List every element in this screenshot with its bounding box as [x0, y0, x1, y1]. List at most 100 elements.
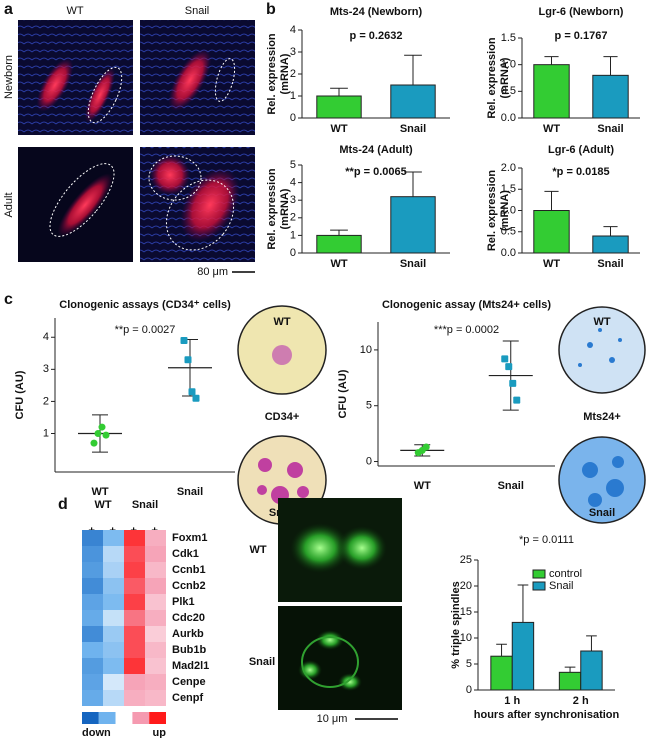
y-tick-label: 3: [290, 194, 296, 206]
heatmap-cell: [124, 642, 145, 658]
x-tick-label: Snail: [400, 258, 426, 270]
plate-label: Snail: [589, 507, 615, 519]
x-tick-label: 1 h: [504, 695, 520, 707]
heatmap-cell: [82, 594, 103, 610]
heatmap-cell: [145, 610, 166, 626]
error-bar: [496, 643, 507, 657]
bar: [592, 235, 629, 254]
error-bar: [517, 584, 529, 623]
data-point: [98, 423, 106, 431]
y-tick-label: 0: [290, 112, 296, 124]
y-axis-label: Rel. expression: [266, 168, 278, 250]
plate-label: Mts24+: [583, 411, 621, 423]
bar: [533, 210, 570, 254]
annotation: *p = 0.0185: [552, 166, 609, 178]
y-tick-label: 0.5: [501, 85, 516, 97]
chart-title: Lgr-6 (Newborn): [539, 6, 624, 18]
heatmap-cell: [82, 546, 103, 562]
heatmap-cell: [82, 658, 103, 674]
y-tick-label: 1: [43, 427, 49, 439]
scale-bar-label: 10 μm: [317, 713, 348, 725]
heatmap-cell: [145, 658, 166, 674]
heatmap-cell: [145, 562, 166, 578]
scale-bar-label: 80 μm: [197, 266, 228, 278]
x-tick-label: Snail: [177, 486, 203, 498]
y-tick-label: 3: [43, 363, 49, 375]
bar: [592, 74, 629, 119]
data-point: [180, 336, 188, 344]
heatmap-cell: [145, 546, 166, 562]
chart-title: Lgr-6 (Adult): [548, 144, 614, 156]
x-tick-label: Snail: [597, 258, 623, 270]
data-point: [102, 431, 110, 439]
micrographs-a: [18, 20, 255, 273]
bar: [390, 84, 436, 119]
heatmap-cell: [124, 690, 145, 706]
annotation: ***p = 0.0002: [434, 324, 499, 336]
row-label: Bub1b: [172, 644, 207, 656]
y-tick-label: 0.0: [501, 112, 516, 124]
legend-swatch: [149, 712, 166, 724]
x-tick-label: Snail: [498, 480, 524, 492]
bar: [490, 655, 513, 691]
legend-label: up: [153, 727, 167, 738]
heatmap-cell: [103, 546, 124, 562]
heatmap-cell: [145, 674, 166, 690]
error-bar: [544, 190, 559, 211]
y-tick-label: 4: [43, 331, 49, 343]
legend-swatch: [132, 712, 150, 724]
y-tick-label: 5: [366, 400, 372, 412]
error-bar: [544, 56, 559, 65]
annotation: **p = 0.0027: [115, 324, 176, 336]
y-tick-label: 0.5: [501, 226, 516, 238]
heatmap-cell: [145, 578, 166, 594]
y-tick-label: 1: [290, 229, 296, 241]
legend-swatch: [98, 712, 116, 724]
legend-swatch: [532, 581, 546, 591]
x-tick-label: Snail: [597, 123, 623, 135]
y-tick-label: 1.5: [501, 32, 516, 44]
heatmap-cell: [103, 562, 124, 578]
y-tick-label: 2: [290, 212, 296, 224]
row-label: Plk1: [172, 596, 195, 608]
legend-swatch: [82, 712, 99, 724]
bar: [580, 650, 603, 691]
row-label: Newborn: [3, 55, 15, 99]
heatmap-cell: [124, 626, 145, 642]
heatmap-cell: [82, 578, 103, 594]
y-axis-label: (mRNA): [499, 190, 511, 231]
y-tick-label: 0.0: [501, 247, 516, 259]
heatmap-cell: [124, 594, 145, 610]
error-bar: [603, 56, 618, 76]
heatmap-cell: [145, 626, 166, 642]
y-tick-label: 0: [366, 455, 372, 467]
y-axis-label: Rel. expression: [486, 37, 498, 119]
data-point: [188, 388, 196, 396]
y-tick-label: 10: [460, 632, 472, 644]
chart-title: Mts-24 (Adult): [339, 144, 413, 156]
data-point: [505, 363, 513, 371]
annotation: **p = 0.0065: [345, 166, 406, 178]
x-tick-label: WT: [330, 258, 347, 270]
bar: [511, 621, 535, 691]
panel-label: c: [4, 291, 13, 308]
heatmap-cell: [82, 674, 103, 690]
data-point: [422, 443, 430, 451]
heatmap-cell: [82, 642, 103, 658]
y-tick-label: 20: [460, 580, 472, 592]
row-label: Snail: [249, 656, 275, 668]
y-tick-label: 2.0: [501, 162, 516, 174]
bar: [316, 234, 362, 254]
heatmap-cell: [82, 626, 103, 642]
y-tick-label: 1: [290, 90, 296, 102]
bar: [316, 95, 362, 119]
heatmap-cell: [124, 674, 145, 690]
x-axis-label: hours after synchronisation: [474, 709, 620, 721]
heatmap-cell: [103, 594, 124, 610]
x-tick-label: Snail: [400, 123, 426, 135]
legend-label: down: [82, 727, 111, 738]
x-tick-label: 2 h: [573, 695, 589, 707]
plates: [237, 305, 646, 525]
annotation: p = 0.1767: [555, 30, 608, 42]
y-axis-label: % triple spindles: [450, 581, 462, 668]
